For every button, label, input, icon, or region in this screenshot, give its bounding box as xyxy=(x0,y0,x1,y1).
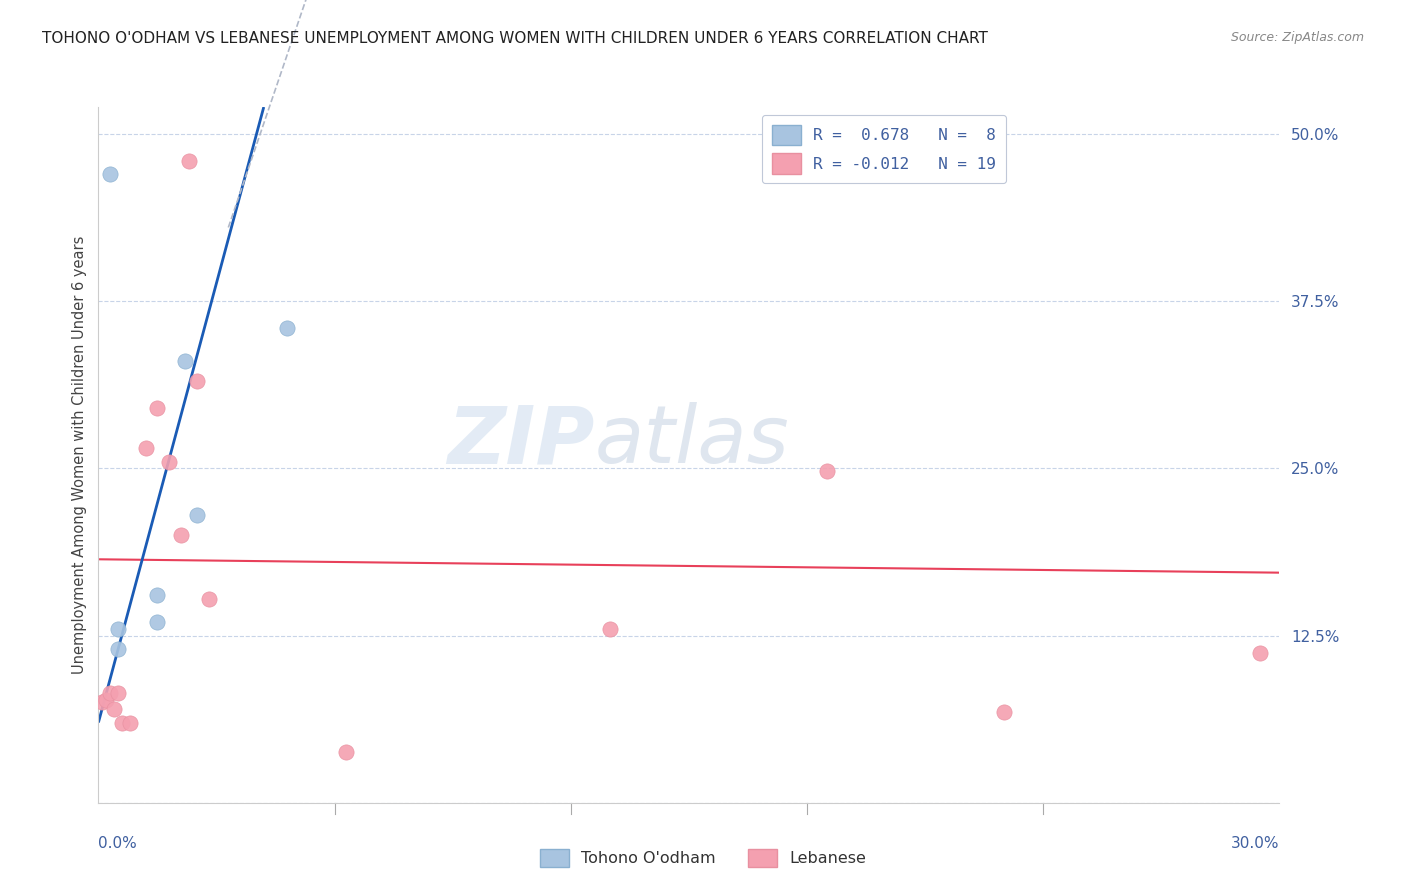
Point xyxy=(197,592,219,607)
Point xyxy=(98,686,121,700)
Point xyxy=(186,508,208,523)
Point xyxy=(335,745,357,759)
Point xyxy=(276,321,298,335)
Point xyxy=(815,464,838,478)
Point xyxy=(146,589,169,603)
Y-axis label: Unemployment Among Women with Children Under 6 years: Unemployment Among Women with Children U… xyxy=(72,235,87,674)
Point xyxy=(107,622,129,636)
Point xyxy=(599,622,621,636)
Text: TOHONO O'ODHAM VS LEBANESE UNEMPLOYMENT AMONG WOMEN WITH CHILDREN UNDER 6 YEARS : TOHONO O'ODHAM VS LEBANESE UNEMPLOYMENT … xyxy=(42,31,988,46)
Point xyxy=(91,696,114,710)
Point xyxy=(107,686,129,700)
Point xyxy=(135,442,157,456)
Legend: Tohono O'odham, Lebanese: Tohono O'odham, Lebanese xyxy=(531,840,875,875)
Point xyxy=(170,528,193,542)
Point xyxy=(157,455,180,469)
Point xyxy=(993,705,1015,719)
Point xyxy=(111,715,134,730)
Point xyxy=(107,642,129,657)
Point xyxy=(146,401,169,416)
Legend: R =  0.678   N =  8, R = -0.012   N = 19: R = 0.678 N = 8, R = -0.012 N = 19 xyxy=(762,115,1005,183)
Point xyxy=(146,615,169,630)
Text: Source: ZipAtlas.com: Source: ZipAtlas.com xyxy=(1230,31,1364,45)
Point xyxy=(98,167,121,181)
Point xyxy=(1249,646,1271,660)
Point xyxy=(103,702,125,716)
Point xyxy=(118,715,141,730)
Text: 0.0%: 0.0% xyxy=(98,837,138,851)
Text: atlas: atlas xyxy=(595,402,789,480)
Text: ZIP: ZIP xyxy=(447,402,595,480)
Point xyxy=(177,153,200,168)
Point xyxy=(174,354,197,368)
Text: 30.0%: 30.0% xyxy=(1232,837,1279,851)
Point xyxy=(96,692,118,706)
Point xyxy=(186,375,208,389)
